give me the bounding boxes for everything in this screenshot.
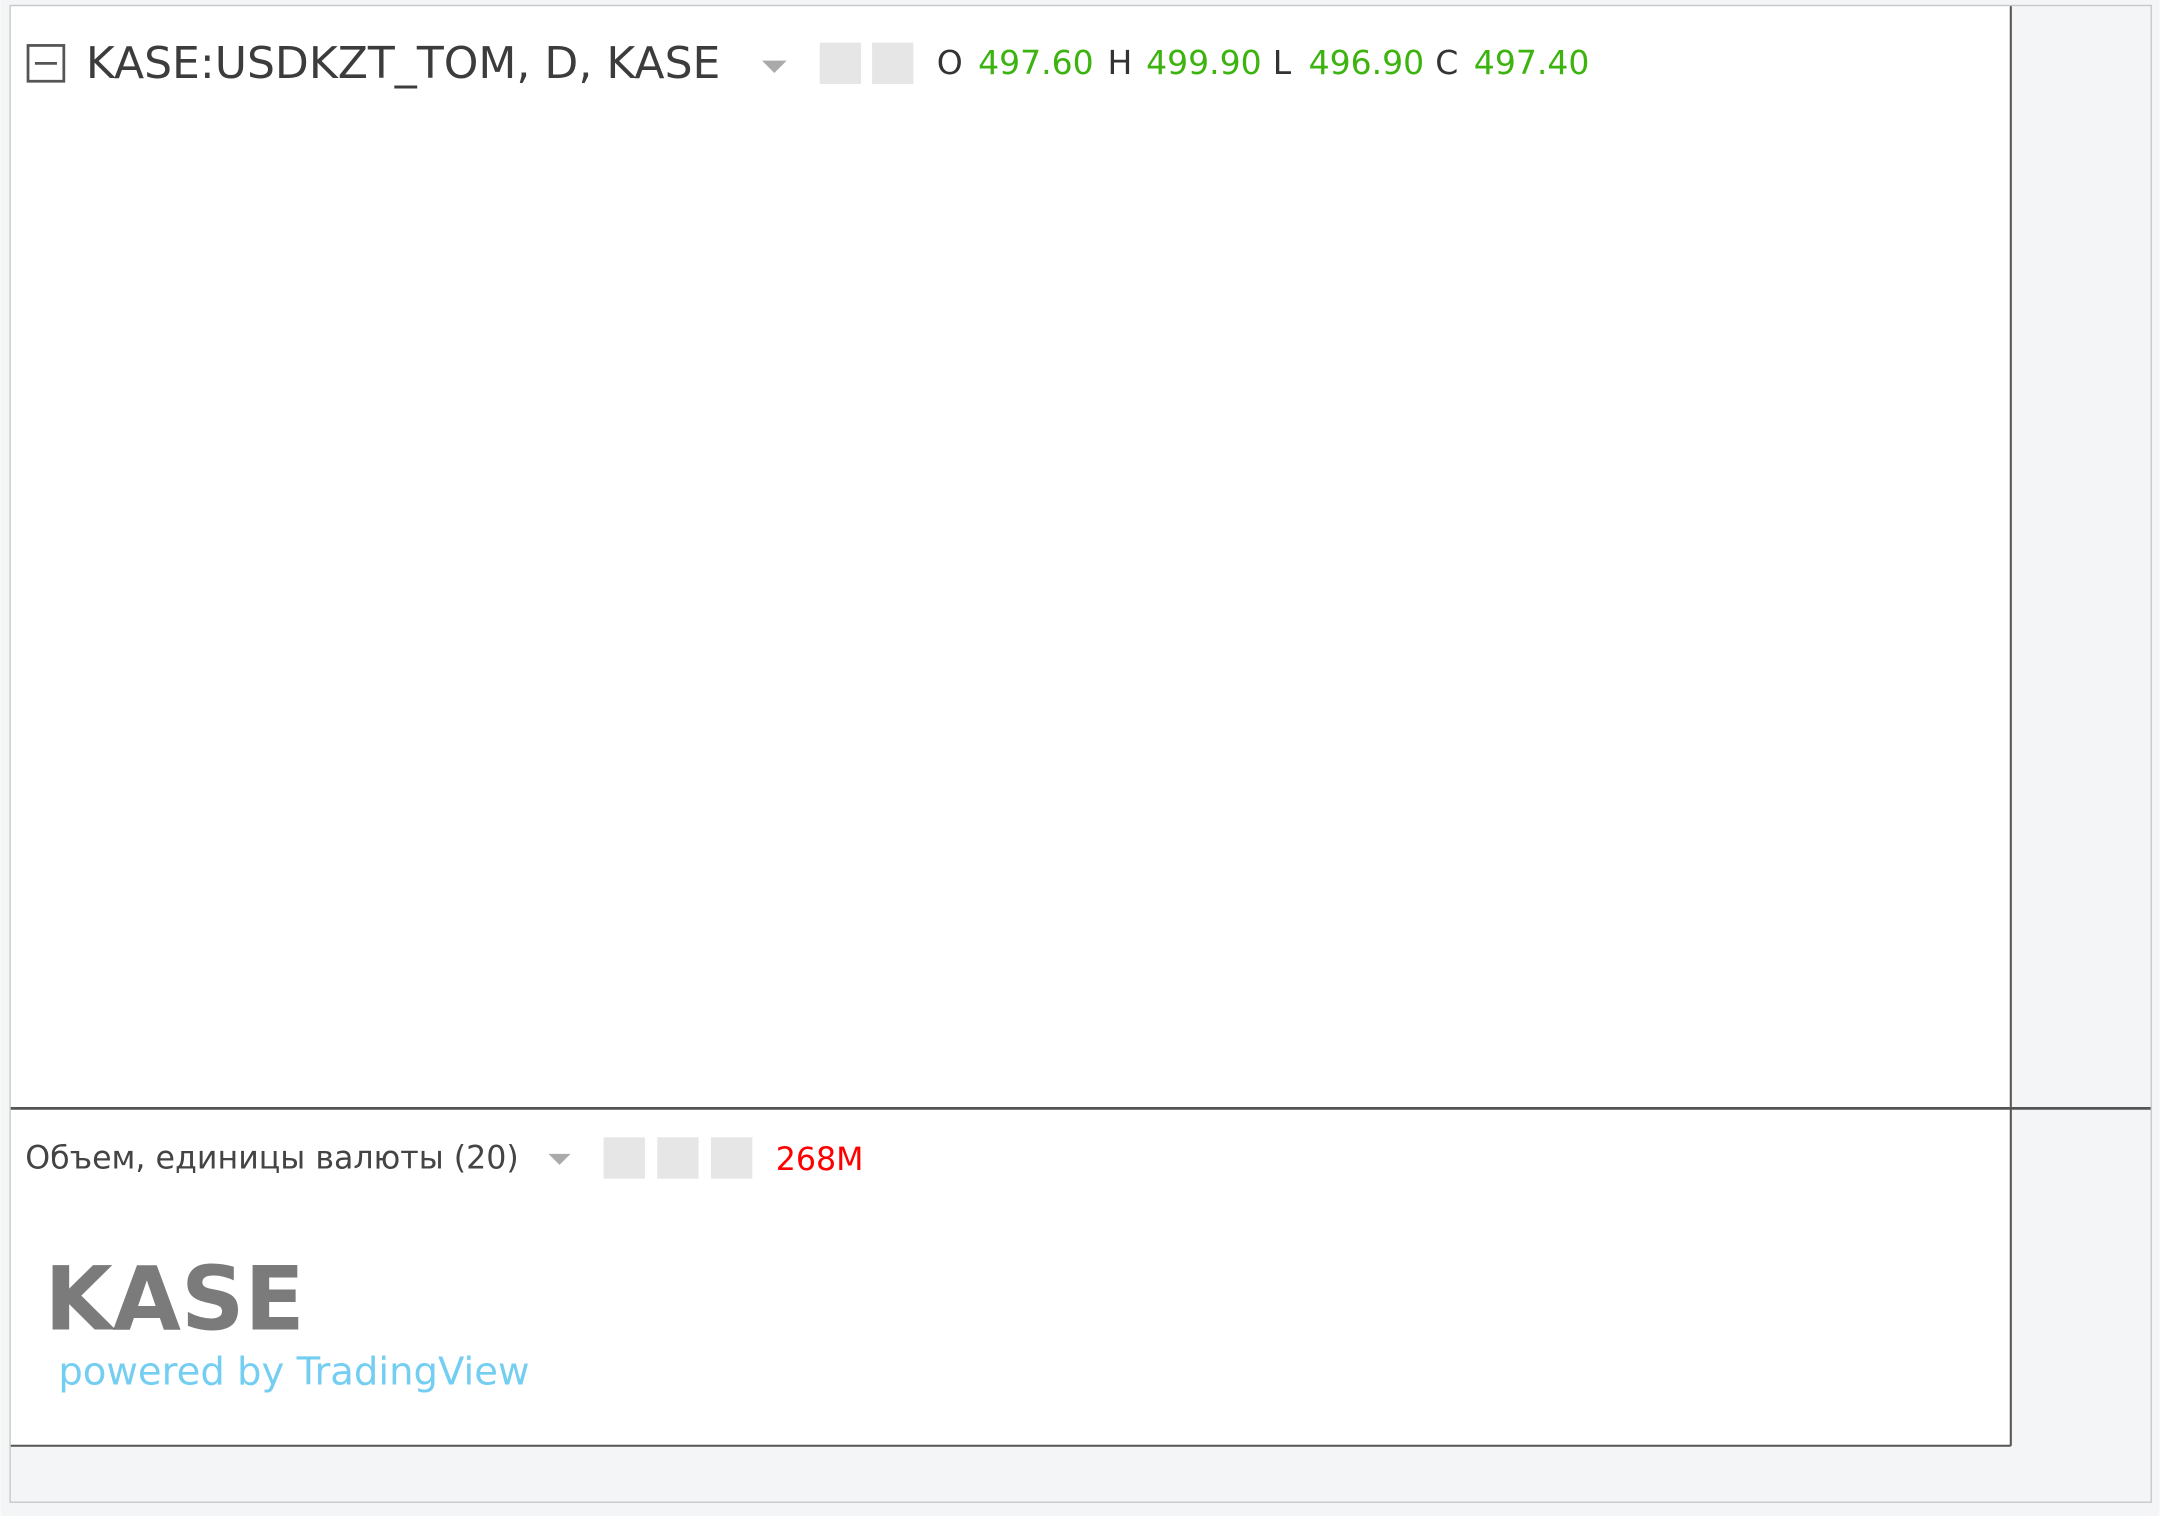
settings-button[interactable] — [657, 1137, 699, 1179]
ohlc-value: 497.60 — [978, 43, 1094, 82]
eye-button[interactable] — [819, 42, 862, 84]
ohlc-name: L — [1273, 43, 1292, 82]
ohlc-name: H — [1108, 43, 1133, 82]
ohlc-name: C — [1435, 43, 1458, 82]
close-button[interactable] — [710, 1137, 753, 1179]
settings-button[interactable] — [872, 42, 914, 84]
ohlc-name: O — [937, 43, 963, 82]
ohlc-value: 499.90 — [1146, 43, 1262, 82]
frame — [9, 4, 2152, 1503]
ohlc-value: 496.90 — [1309, 43, 1425, 82]
watermark-text: powered by TradingView — [58, 1350, 529, 1395]
volume-value: 268M — [776, 1142, 864, 1178]
volume-dropdown[interactable] — [548, 1153, 571, 1165]
watermark-logo: KASE — [45, 1247, 305, 1350]
symbol-title: KASE:USDKZT_TOM, D, KASE — [86, 38, 721, 89]
ohlc-value: 497.40 — [1474, 43, 1590, 82]
eye-button[interactable] — [603, 1137, 645, 1179]
plot-area — [10, 5, 2011, 1446]
title-dropdown[interactable] — [761, 60, 787, 73]
volume-title: Объем, единицы валюты (20) — [25, 1140, 519, 1176]
